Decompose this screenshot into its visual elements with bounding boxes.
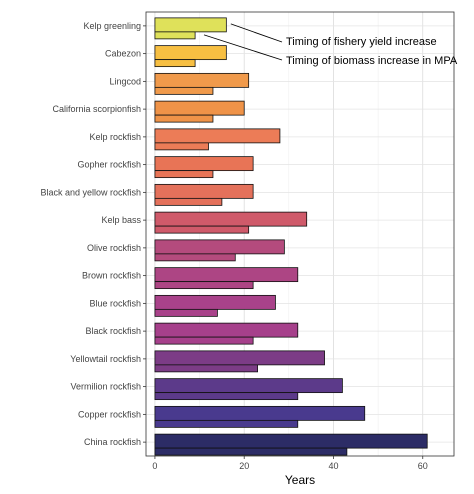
plot-panel-border bbox=[145, 11, 455, 457]
bar-biomass-mpa-blue-rockfish bbox=[154, 308, 218, 317]
bar-biomass-mpa-gopher-rockfish bbox=[154, 170, 214, 179]
bar-fishery-yield-china-rockfish bbox=[154, 433, 428, 449]
y-tick-label: California scorpionfish bbox=[52, 104, 141, 114]
y-tick-label: Black and yellow rockfish bbox=[40, 187, 141, 197]
bar-fishery-yield-olive-rockfish bbox=[154, 239, 285, 255]
bar-fishery-yield-yellowtail-rockfish bbox=[154, 350, 325, 366]
bars bbox=[154, 17, 428, 456]
annotation-leader-line bbox=[203, 34, 283, 61]
bar-fishery-yield-kelp-greenling bbox=[154, 17, 227, 33]
bar-biomass-mpa-black-rockfish bbox=[154, 336, 254, 345]
bar-fishery-yield-blue-rockfish bbox=[154, 294, 276, 310]
y-tick-label: Kelp greenling bbox=[83, 21, 141, 31]
y-tick-label: Blue rockfish bbox=[89, 298, 141, 308]
bar-fishery-yield-california-scorpionfish bbox=[154, 100, 245, 116]
bar-fishery-yield-brown-rockfish bbox=[154, 267, 299, 283]
bar-fishery-yield-vermilion-rockfish bbox=[154, 378, 343, 394]
x-axis-ticks: 0 20 40 60 bbox=[152, 456, 428, 471]
bar-fishery-yield-kelp-bass bbox=[154, 211, 308, 227]
bar-fishery-yield-copper-rockfish bbox=[154, 405, 366, 421]
y-tick-label: China rockfish bbox=[84, 437, 141, 447]
y-tick-label: Black rockfish bbox=[85, 326, 141, 336]
y-axis-ticks: Kelp greenling Cabezon Lingcod California s… bbox=[40, 21, 146, 447]
y-tick-label: Copper rockfish bbox=[78, 409, 141, 419]
bar-biomass-mpa-kelp-greenling bbox=[154, 31, 196, 40]
bar-biomass-mpa-copper-rockfish bbox=[154, 419, 299, 428]
bar-biomass-mpa-kelp-rockfish bbox=[154, 142, 209, 151]
bar-fishery-yield-gopher-rockfish bbox=[154, 156, 254, 172]
y-tick-label: Cabezon bbox=[105, 49, 141, 59]
bar-biomass-mpa-lingcod bbox=[154, 86, 214, 95]
bar-biomass-mpa-yellowtail-rockfish bbox=[154, 364, 258, 373]
y-tick-label: Lingcod bbox=[109, 76, 141, 86]
annotation-fishery-yield: Timing of fishery yield increase bbox=[286, 36, 437, 48]
bar-biomass-mpa-vermilion-rockfish bbox=[154, 392, 299, 401]
y-tick-label: Olive rockfish bbox=[87, 243, 141, 253]
bar-fishery-yield-lingcod bbox=[154, 72, 250, 88]
annotations: Timing of fishery yield increase Timing o… bbox=[203, 23, 458, 67]
y-tick-label: Brown rockfish bbox=[82, 271, 141, 281]
bar-fishery-yield-black-rockfish bbox=[154, 322, 299, 338]
x-tick-label: 0 bbox=[152, 461, 157, 471]
bar-biomass-mpa-kelp-bass bbox=[154, 225, 250, 234]
y-tick-label: Kelp rockfish bbox=[89, 132, 141, 142]
bar-fishery-yield-black-and-yellow-rockfish bbox=[154, 183, 254, 199]
x-axis-title: Years bbox=[285, 473, 315, 487]
bar-biomass-mpa-cabezon bbox=[154, 59, 196, 68]
bar-biomass-mpa-black-and-yellow-rockfish bbox=[154, 197, 223, 206]
annotation-biomass-mpa: Timing of biomass increase in MPA bbox=[286, 55, 458, 67]
y-tick-label: Yellowtail rockfish bbox=[70, 354, 141, 364]
bar-fishery-yield-cabezon bbox=[154, 45, 227, 61]
y-tick-label: Gopher rockfish bbox=[77, 160, 141, 170]
bar-biomass-mpa-olive-rockfish bbox=[154, 253, 236, 262]
y-tick-label: Vermilion rockfish bbox=[70, 382, 141, 392]
annotation-leader-line bbox=[230, 23, 283, 43]
x-tick-label: 60 bbox=[418, 461, 428, 471]
x-tick-label: 40 bbox=[328, 461, 338, 471]
bar-biomass-mpa-china-rockfish bbox=[154, 447, 348, 456]
y-tick-label: Kelp bass bbox=[101, 215, 141, 225]
bar-biomass-mpa-brown-rockfish bbox=[154, 281, 254, 290]
bar-fishery-yield-kelp-rockfish bbox=[154, 128, 281, 144]
x-tick-label: 20 bbox=[239, 461, 249, 471]
bar-biomass-mpa-california-scorpionfish bbox=[154, 114, 214, 123]
